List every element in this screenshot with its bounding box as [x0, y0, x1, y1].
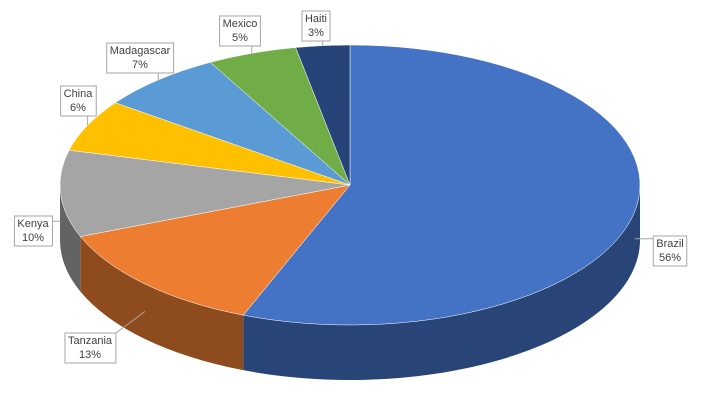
category-label: Mexico	[223, 18, 258, 30]
label-text: Tanzania 13%	[68, 335, 113, 361]
label-box	[219, 15, 261, 47]
category-label: Haiti	[305, 13, 327, 25]
category-label: Brazil	[656, 238, 684, 250]
slice	[242, 44, 641, 326]
label-box	[13, 215, 53, 247]
label-box	[301, 10, 331, 42]
value-label: 13%	[79, 349, 101, 361]
value-label: 5%	[232, 32, 248, 44]
data-label: Mexico 5%	[219, 15, 261, 54]
data-label: Kenya 10%	[13, 215, 61, 247]
category-label: Tanzania	[68, 335, 113, 347]
slice	[79, 184, 351, 316]
leader-line	[115, 311, 146, 334]
category-label: China	[64, 88, 94, 100]
category-label: Kenya	[17, 218, 49, 230]
slice	[59, 149, 351, 237]
data-label: Tanzania 13%	[64, 311, 146, 364]
value-label: 56%	[659, 252, 681, 264]
data-label: China 6%	[60, 85, 97, 126]
label-box	[60, 85, 97, 117]
label-text: Mexico 5%	[223, 18, 258, 44]
label-box	[64, 332, 117, 364]
data-label: Haiti 3%	[301, 10, 331, 46]
label-box	[652, 235, 688, 267]
label-text: Haiti 3%	[305, 13, 327, 39]
slice	[114, 62, 351, 186]
label-box	[106, 42, 175, 74]
value-label: 6%	[70, 102, 86, 114]
value-label: 10%	[22, 232, 44, 244]
label-text: Brazil 56%	[656, 238, 684, 264]
data-label: Brazil 56%	[634, 235, 688, 267]
data-label: Madagascar 7%	[106, 42, 175, 80]
label-text: China 6%	[64, 88, 94, 114]
category-label: Madagascar	[110, 45, 171, 57]
value-label: 3%	[308, 27, 324, 39]
label-text: Kenya 10%	[17, 218, 49, 244]
slice-side	[243, 185, 640, 380]
label-text: Madagascar 7%	[110, 45, 171, 71]
value-label: 7%	[132, 59, 148, 71]
slice-side	[80, 236, 244, 371]
